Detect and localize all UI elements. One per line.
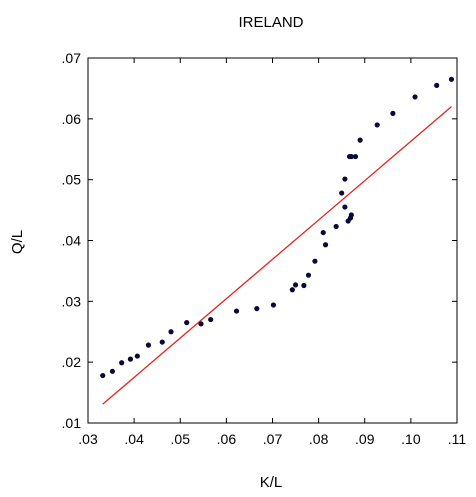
- data-point: [134, 353, 140, 359]
- data-point: [233, 308, 240, 314]
- data-point: [339, 190, 345, 196]
- plot-frame: [87, 57, 458, 424]
- y-tick-label: .07: [62, 50, 82, 66]
- data-point: [312, 258, 318, 264]
- data-point: [322, 242, 329, 248]
- data-point: [448, 76, 455, 82]
- data-point: [320, 229, 326, 236]
- x-tick-label: .09: [355, 431, 375, 447]
- data-point: [434, 82, 440, 88]
- data-point: [109, 368, 116, 374]
- data-point: [127, 356, 134, 362]
- x-tick-label: .04: [124, 431, 144, 447]
- y-axis: .01 .02 .03 .04 .05 .06 .07: [62, 50, 457, 431]
- data-point: [208, 316, 214, 323]
- fit-line-layer: [102, 106, 452, 405]
- y-tick-label: .04: [62, 233, 82, 249]
- x-tick-label: .08: [309, 431, 329, 447]
- data-point: [198, 321, 204, 327]
- chart-title: IRELAND: [238, 14, 303, 31]
- data-point: [348, 153, 354, 160]
- data-point: [184, 320, 190, 326]
- data-point: [333, 223, 339, 230]
- x-tick-label: .11: [448, 431, 467, 447]
- x-tick-label: .06: [217, 431, 237, 447]
- x-tick-label: .07: [263, 431, 283, 447]
- y-tick-label: .01: [62, 415, 82, 431]
- data-point: [352, 153, 359, 160]
- x-axis-label: K/L: [260, 474, 283, 491]
- fit-line: [102, 106, 452, 405]
- data-point: [305, 272, 312, 278]
- data-point: [270, 302, 277, 308]
- scatter-points: [100, 76, 455, 379]
- data-point: [412, 94, 418, 100]
- data-point: [254, 306, 260, 312]
- y-tick-label: .05: [62, 172, 82, 188]
- x-axis: .03 .04 .05 .06 .07 .08 .09 .10 .11: [78, 58, 466, 447]
- data-point: [342, 176, 348, 182]
- x-tick-label: .05: [171, 431, 191, 447]
- y-tick-label: .03: [62, 293, 82, 309]
- data-point: [292, 282, 299, 288]
- data-point: [119, 360, 125, 366]
- data-point: [100, 372, 106, 379]
- y-tick-label: .02: [62, 354, 82, 370]
- x-tick-label: .10: [401, 431, 421, 447]
- x-tick-label: .03: [78, 431, 98, 447]
- y-tick-label: .06: [62, 111, 82, 127]
- data-point: [301, 282, 307, 289]
- data-point: [342, 204, 348, 210]
- data-point: [390, 110, 396, 116]
- data-point: [289, 287, 295, 293]
- data-point: [145, 342, 152, 348]
- y-axis-label: Q/L: [9, 230, 26, 254]
- data-point: [168, 329, 174, 335]
- data-point: [159, 339, 165, 345]
- data-point: [357, 137, 363, 143]
- data-point: [348, 212, 354, 218]
- data-point: [374, 122, 380, 128]
